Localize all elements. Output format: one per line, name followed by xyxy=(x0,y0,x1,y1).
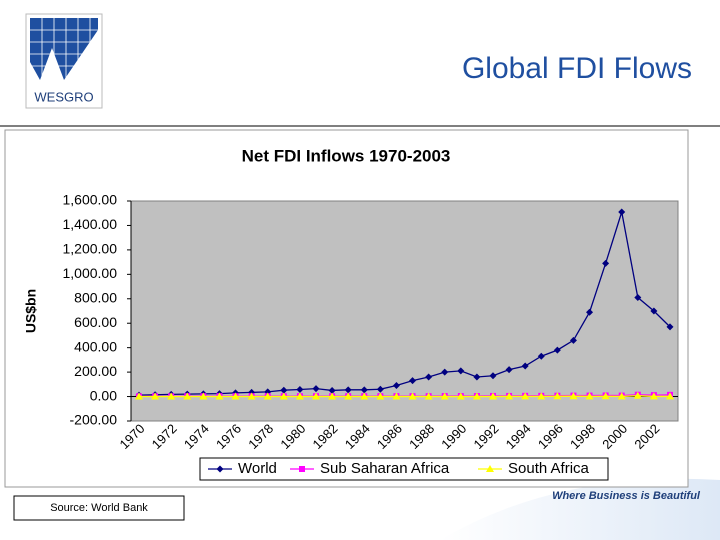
point xyxy=(360,392,369,400)
point xyxy=(569,392,578,400)
source-text: Source: World Bank xyxy=(50,502,148,514)
legend-label: Sub Saharan Africa xyxy=(320,460,450,477)
point xyxy=(537,392,546,400)
plot-area xyxy=(130,200,679,422)
point xyxy=(489,372,497,380)
legend-label: World xyxy=(238,460,277,477)
point xyxy=(424,392,433,400)
y-tick-label: 1,200.00 xyxy=(63,241,118,257)
point xyxy=(392,382,400,390)
point xyxy=(409,377,417,385)
point xyxy=(553,346,561,354)
point xyxy=(505,392,514,400)
series-line xyxy=(139,395,670,398)
point xyxy=(344,386,352,394)
point xyxy=(247,392,256,400)
point xyxy=(216,465,224,473)
point xyxy=(312,392,320,400)
point xyxy=(299,466,305,472)
point xyxy=(650,307,658,315)
point xyxy=(473,373,481,381)
legend-label: South Africa xyxy=(508,460,590,477)
point xyxy=(280,386,288,394)
point xyxy=(456,392,465,400)
y-tick-label: 0.00 xyxy=(90,387,117,403)
point xyxy=(215,392,224,400)
point xyxy=(585,392,594,400)
point xyxy=(199,392,208,400)
point xyxy=(537,352,545,360)
point xyxy=(167,392,176,400)
tagline: Where Business is Beautiful xyxy=(552,490,701,502)
point xyxy=(569,336,577,344)
logo-grid xyxy=(30,18,98,84)
point xyxy=(521,392,530,400)
point xyxy=(617,392,626,400)
point xyxy=(486,465,494,472)
point xyxy=(183,392,192,400)
point xyxy=(618,208,626,216)
y-axis-label: US$bn xyxy=(23,289,39,333)
point xyxy=(634,294,642,302)
point xyxy=(295,392,304,400)
y-tick-label: 1,400.00 xyxy=(63,216,118,232)
point xyxy=(666,392,674,400)
point xyxy=(489,392,497,400)
point xyxy=(425,373,433,381)
logo-text: WESGRO xyxy=(34,89,93,104)
point xyxy=(135,392,143,400)
point xyxy=(472,392,481,400)
point xyxy=(586,308,594,316)
point xyxy=(263,392,272,400)
point xyxy=(649,392,658,400)
point xyxy=(440,392,449,400)
y-tick-label: 600.00 xyxy=(74,314,117,330)
point xyxy=(505,366,513,374)
point xyxy=(312,385,320,393)
point xyxy=(376,385,384,393)
point xyxy=(328,386,336,394)
legend-box xyxy=(199,457,609,481)
point xyxy=(553,392,562,400)
point xyxy=(231,392,240,400)
point xyxy=(279,392,288,400)
y-tick-label: 800.00 xyxy=(74,289,117,305)
y-tick-label: 400.00 xyxy=(74,338,117,354)
footer-wave xyxy=(440,478,720,540)
y-tick-label: 1,000.00 xyxy=(63,265,118,281)
point xyxy=(392,392,401,400)
y-tick-label: 1,600.00 xyxy=(63,192,118,208)
source-box xyxy=(13,495,185,521)
point xyxy=(296,385,304,393)
point xyxy=(151,392,160,400)
point xyxy=(441,368,449,376)
point xyxy=(602,259,610,267)
point xyxy=(633,391,642,399)
point xyxy=(360,386,368,394)
point xyxy=(601,392,610,400)
point xyxy=(328,392,337,400)
series-line xyxy=(138,211,671,396)
logo-mark xyxy=(30,18,98,80)
point xyxy=(344,392,353,400)
point xyxy=(408,392,417,400)
chart-title: Net FDI Inflows 1970-2003 xyxy=(242,146,451,165)
y-tick-label: 200.00 xyxy=(74,363,117,379)
y-tick-label: -200.00 xyxy=(70,412,118,428)
point xyxy=(666,323,674,331)
slide-title: Global FDI Flows xyxy=(462,52,692,85)
logo: WESGRO xyxy=(25,13,103,109)
point xyxy=(457,367,465,375)
point xyxy=(521,362,529,370)
point xyxy=(376,392,385,400)
